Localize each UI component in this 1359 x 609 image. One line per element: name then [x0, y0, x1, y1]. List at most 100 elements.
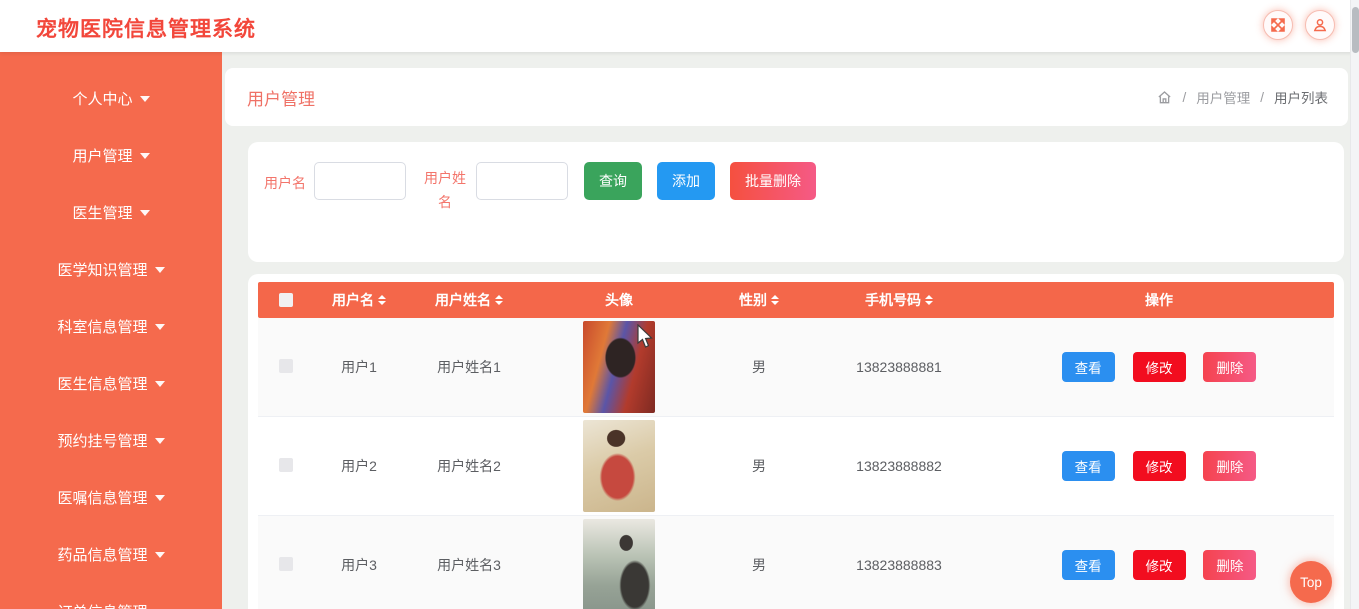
username-cell: 用户3: [341, 557, 377, 573]
column-label: 用户姓名: [435, 292, 491, 308]
table-row: 用户2 用户姓名2 男 13823888882 查看 修改 删除: [258, 417, 1334, 516]
fullscreen-icon: [1271, 18, 1285, 32]
sidebar-item-order-info[interactable]: 订单信息管理: [0, 583, 222, 609]
fullname-input[interactable]: [476, 162, 568, 200]
view-button[interactable]: 查看: [1061, 451, 1115, 481]
actions-cell: 查看 修改 删除: [984, 352, 1334, 382]
column-header-fullname[interactable]: 用户姓名: [404, 290, 534, 310]
page-header-panel: 用户管理 / 用户管理 / 用户列表: [225, 68, 1348, 126]
breadcrumb-item-current: 用户列表: [1274, 91, 1328, 106]
breadcrumb-separator: /: [1260, 89, 1264, 105]
delete-button[interactable]: 删除: [1203, 550, 1257, 580]
avatar-image[interactable]: [583, 321, 655, 413]
sort-icon[interactable]: [771, 295, 779, 305]
chevron-down-icon: [154, 266, 165, 273]
chevron-down-icon: [154, 494, 165, 501]
select-all-cell: [258, 293, 314, 307]
page-title: 用户管理: [247, 89, 315, 109]
row-checkbox[interactable]: [279, 358, 293, 373]
column-header-gender[interactable]: 性别: [704, 290, 814, 310]
fullname-label: 用户姓名: [424, 170, 466, 210]
topbar-actions: [1263, 10, 1335, 40]
user-profile-button[interactable]: [1305, 10, 1335, 40]
edit-button[interactable]: 修改: [1132, 352, 1186, 382]
phone-cell: 13823888883: [856, 557, 942, 573]
chevron-down-icon: [139, 95, 150, 102]
user-table-panel: 用户名 用户姓名 头像 性别 手机号码 操作: [248, 274, 1344, 609]
sort-icon[interactable]: [495, 295, 503, 305]
avatar-image[interactable]: [583, 420, 655, 512]
sidebar-item-label: 医学知识管理: [57, 262, 148, 279]
row-select-cell: [258, 457, 314, 475]
sidebar-item-label: 医嘱信息管理: [57, 490, 148, 507]
sidebar-item-label: 药品信息管理: [57, 547, 148, 564]
sidebar-item-doctor-info[interactable]: 医生信息管理: [0, 355, 222, 412]
sort-icon[interactable]: [378, 295, 386, 305]
sidebar-item-label: 个人中心: [72, 91, 133, 108]
sidebar-item-appointment[interactable]: 预约挂号管理: [0, 412, 222, 469]
fullname-cell: 用户姓名1: [437, 359, 501, 375]
back-to-top-button[interactable]: Top: [1290, 561, 1332, 603]
sidebar-item-medical-advice[interactable]: 医嘱信息管理: [0, 469, 222, 526]
delete-button[interactable]: 删除: [1203, 352, 1257, 382]
column-label: 用户名: [332, 292, 374, 308]
page-scrollbar[interactable]: [1350, 0, 1359, 609]
sidebar-item-doctor-management[interactable]: 医生管理: [0, 184, 222, 241]
actions-cell: 查看 修改 删除: [984, 550, 1334, 580]
batch-delete-button[interactable]: 批量删除: [730, 162, 816, 200]
table-row: 用户1 用户姓名1 男 13823888881 查看 修改 删除: [258, 318, 1334, 417]
chevron-down-icon: [154, 323, 165, 330]
sidebar-nav: 个人中心 用户管理 医生管理 医学知识管理 科室信息管理 医生信息管理 预约挂号…: [0, 52, 222, 609]
view-button[interactable]: 查看: [1061, 352, 1115, 382]
sort-icon[interactable]: [925, 295, 933, 305]
column-label: 手机号码: [865, 292, 921, 308]
select-all-checkbox[interactable]: [279, 293, 293, 307]
view-button[interactable]: 查看: [1061, 550, 1115, 580]
app-title: 宠物医院信息管理系统: [36, 18, 256, 41]
username-cell: 用户1: [341, 359, 377, 375]
breadcrumb-item[interactable]: 用户管理: [1196, 91, 1251, 106]
sidebar-item-label: 预约挂号管理: [57, 433, 148, 450]
column-label: 性别: [739, 292, 767, 308]
gender-cell: 男: [752, 458, 766, 474]
sidebar-item-personal-center[interactable]: 个人中心: [0, 70, 222, 127]
edit-button[interactable]: 修改: [1132, 550, 1186, 580]
username-input[interactable]: [314, 162, 406, 200]
column-header-username[interactable]: 用户名: [314, 290, 404, 310]
main-content: 用户管理 / 用户管理 / 用户列表 用户名 用户姓名 查询 添加 批量删除: [222, 52, 1350, 609]
phone-cell: 13823888882: [856, 458, 942, 474]
sidebar-item-medical-knowledge[interactable]: 医学知识管理: [0, 241, 222, 298]
row-checkbox[interactable]: [279, 556, 293, 571]
column-label: 操作: [1145, 292, 1173, 308]
chevron-down-icon: [154, 380, 165, 387]
column-header-actions: 操作: [984, 290, 1334, 310]
top-header-bar: 宠物医院信息管理系统: [0, 0, 1359, 52]
row-select-cell: [258, 556, 314, 574]
fullname-cell: 用户姓名2: [437, 458, 501, 474]
breadcrumb: / 用户管理 / 用户列表: [1157, 87, 1328, 107]
edit-button[interactable]: 修改: [1132, 451, 1186, 481]
scrollbar-thumb[interactable]: [1352, 7, 1359, 53]
home-icon[interactable]: [1157, 90, 1172, 105]
column-header-avatar: 头像: [534, 290, 704, 310]
sidebar-item-department-info[interactable]: 科室信息管理: [0, 298, 222, 355]
fullname-cell: 用户姓名3: [437, 557, 501, 573]
sidebar-item-user-management[interactable]: 用户管理: [0, 127, 222, 184]
column-header-phone[interactable]: 手机号码: [814, 290, 984, 310]
query-button[interactable]: 查询: [584, 162, 642, 200]
sidebar-item-label: 用户管理: [72, 148, 133, 165]
table-row: 用户3 用户姓名3 男 13823888883 查看 修改 删除: [258, 516, 1334, 609]
add-button[interactable]: 添加: [657, 162, 715, 200]
delete-button[interactable]: 删除: [1203, 451, 1257, 481]
username-label: 用户名: [264, 175, 306, 191]
chevron-down-icon: [139, 152, 150, 159]
row-select-cell: [258, 358, 314, 376]
avatar-image[interactable]: [583, 519, 655, 609]
fullscreen-button[interactable]: [1263, 10, 1293, 40]
chevron-down-icon: [154, 551, 165, 558]
chevron-down-icon: [154, 437, 165, 444]
row-checkbox[interactable]: [279, 457, 293, 472]
sidebar-item-drug-info[interactable]: 药品信息管理: [0, 526, 222, 583]
search-form-panel: 用户名 用户姓名 查询 添加 批量删除: [248, 142, 1344, 262]
chevron-down-icon: [139, 209, 150, 216]
